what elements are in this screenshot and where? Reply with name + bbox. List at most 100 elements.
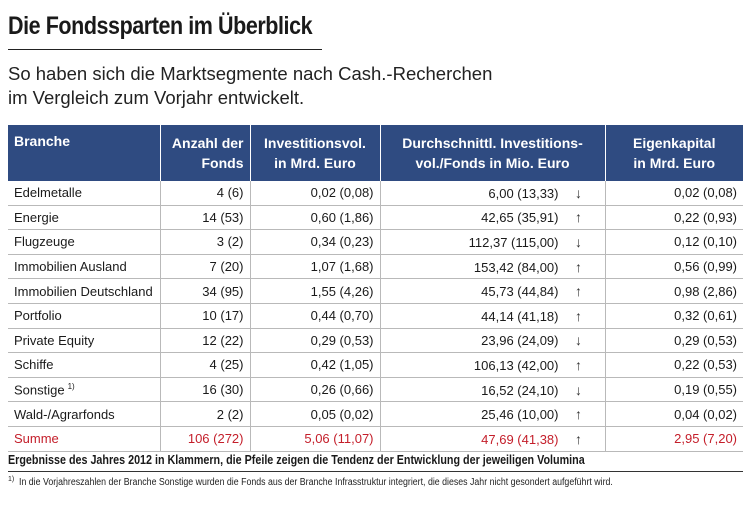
cell-eigenkapital-value: 0,98 (2,86) xyxy=(674,283,737,299)
cell-durchschnitt-value: 106,13 (42,00) xyxy=(473,357,559,373)
arrow-up-icon: ↑ xyxy=(575,283,582,300)
cell-eigenkapital-value: 0,56 (0,99) xyxy=(674,259,737,275)
cell-durchschnitt: 106,13 (42,00) ↑ xyxy=(379,352,605,378)
cell-investitionsvolumen: 0,29 (0,53) xyxy=(249,328,380,354)
cell-investitionsvolumen-value: 0,44 (0,70) xyxy=(310,308,374,324)
cell-durchschnitt: 42,65 (35,91) ↑ xyxy=(379,205,605,231)
table-row: Flugzeuge 3 (2) 0,34 (0,23) 112,37 (115,00)… xyxy=(8,229,743,255)
arrow-down-icon: ↓ xyxy=(575,332,582,349)
cell-anzahl: 14 (53) xyxy=(159,205,250,231)
cell-branche-value: Private Equity xyxy=(14,332,95,348)
subtitle-line-1: So haben sich die Marktsegmente nach Cas… xyxy=(8,63,493,84)
arrow-up-icon: ↑ xyxy=(575,430,582,447)
cell-investitionsvolumen: 5,06 (11,07) xyxy=(249,426,380,452)
cell-durchschnitt-value: 42,65 (35,91) xyxy=(481,210,559,226)
cell-eigenkapital: 0,22 (0,93) xyxy=(604,205,743,231)
cell-eigenkapital-value: 0,32 (0,61) xyxy=(674,308,737,324)
cell-branche-value: Immobilien Deutschland xyxy=(14,283,153,299)
cell-anzahl: 3 (2) xyxy=(159,229,250,255)
table-row: Immobilien Ausland 7 (20) 1,07 (1,68) 153,4… xyxy=(8,254,743,280)
cell-durchschnitt: 112,37 (115,00) ↓ xyxy=(379,229,605,255)
table-row: Energie 14 (53) 0,60 (1,86) 42,65 (35,91) ↑ 0… xyxy=(8,205,743,231)
cell-durchschnitt: 45,73 (44,84) ↑ xyxy=(379,278,605,304)
cell-investitionsvolumen: 0,60 (1,86) xyxy=(249,205,380,231)
subtitle-line-2: im Vergleich zum Vorjahr entwickelt. xyxy=(8,87,305,108)
title-underline xyxy=(8,49,322,50)
cell-investitionsvolumen-value: 0,02 (0,08) xyxy=(310,185,374,201)
header-eigenkapital: Eigenkapital in Mrd. Euro xyxy=(604,125,743,181)
cell-anzahl: 2 (2) xyxy=(159,401,250,427)
cell-anzahl-value: 2 (2) xyxy=(216,406,244,422)
cell-eigenkapital-value: 0,19 (0,55) xyxy=(674,382,737,398)
cell-investitionsvolumen: 0,34 (0,23) xyxy=(249,229,380,255)
cell-investitionsvolumen-value: 0,34 (0,23) xyxy=(310,234,374,250)
table-row-summe: Summe 106 (272) 5,06 (11,07) 47,69 (41,38) ↑… xyxy=(8,426,743,452)
cell-anzahl: 4 (25) xyxy=(159,352,250,378)
cell-anzahl: 10 (17) xyxy=(159,303,250,329)
footnote-ref: 1) xyxy=(67,381,75,391)
cell-investitionsvolumen: 0,05 (0,02) xyxy=(249,401,380,427)
fund-table: Branche Anzahl der Fonds Investitionsvol.… xyxy=(8,125,743,452)
cell-anzahl-value: 16 (30) xyxy=(202,382,244,398)
table-row: Wald-/Agrarfonds 2 (2) 0,05 (0,02) 25,46 (1… xyxy=(8,401,743,427)
cell-investitionsvolumen-value: 0,05 (0,02) xyxy=(310,406,374,422)
cell-eigenkapital: 0,56 (0,99) xyxy=(604,254,743,280)
arrow-down-icon: ↓ xyxy=(575,184,582,201)
cell-durchschnitt-value: 44,14 (41,18) xyxy=(481,308,559,324)
cell-durchschnitt: 44,14 (41,18) ↑ xyxy=(379,303,605,329)
cell-eigenkapital-value: 0,04 (0,02) xyxy=(674,406,737,422)
table-row: Immobilien Deutschland 34 (95) 1,55 (4,26)… xyxy=(8,278,743,304)
header-branche: Branche xyxy=(8,125,160,181)
cell-branche-value: Edelmetalle xyxy=(14,185,82,201)
table-body: Edelmetalle 4 (6) 0,02 (0,08) 6,00 (13,33) ↓… xyxy=(8,181,743,452)
arrow-up-icon: ↑ xyxy=(575,406,582,423)
cell-eigenkapital: 0,98 (2,86) xyxy=(604,278,743,304)
header-durchschnitt: Durchschnittl. Investitions-vol./Fonds i… xyxy=(379,125,605,181)
page-title: Die Fondssparten im Überblick xyxy=(8,12,313,40)
cell-durchschnitt: 25,46 (10,00) ↑ xyxy=(379,401,605,427)
cell-branche-value: Portfolio xyxy=(14,308,62,324)
cell-eigenkapital: 0,19 (0,55) xyxy=(604,377,743,403)
cell-investitionsvolumen: 1,55 (4,26) xyxy=(249,278,380,304)
footnote: 1) In die Vorjahreszahlen der Branche So… xyxy=(8,476,694,488)
header-anzahl: Anzahl der Fonds xyxy=(159,125,250,181)
cell-durchschnitt-value: 23,96 (24,09) xyxy=(481,333,559,349)
cell-eigenkapital: 0,32 (0,61) xyxy=(604,303,743,329)
cell-branche-value: Flugzeuge xyxy=(14,234,75,250)
cell-durchschnitt-value: 45,73 (44,84) xyxy=(481,284,559,300)
cell-investitionsvolumen-value: 0,26 (0,66) xyxy=(310,382,374,398)
arrow-up-icon: ↑ xyxy=(575,209,582,226)
cell-durchschnitt: 153,42 (84,00) ↑ xyxy=(379,254,605,280)
cell-anzahl-value: 10 (17) xyxy=(202,308,244,324)
arrow-down-icon: ↓ xyxy=(575,233,582,250)
cell-investitionsvolumen-value: 0,60 (1,86) xyxy=(310,209,374,225)
cell-branche-value: Schiffe xyxy=(14,357,54,373)
cell-investitionsvolumen: 0,26 (0,66) xyxy=(249,377,380,403)
cell-durchschnitt: 16,52 (24,10) ↓ xyxy=(379,377,605,403)
arrow-down-icon: ↓ xyxy=(575,381,582,398)
table-row: Schiffe 4 (25) 0,42 (1,05) 106,13 (42,00) ↑ 0… xyxy=(8,352,743,378)
cell-anzahl: 16 (30) xyxy=(159,377,250,403)
cell-eigenkapital: 0,04 (0,02) xyxy=(604,401,743,427)
cell-anzahl-value: 3 (2) xyxy=(216,234,244,250)
cell-anzahl: 7 (20) xyxy=(159,254,250,280)
cell-durchschnitt-value: 47,69 (41,38) xyxy=(481,431,559,447)
cell-branche-value: Wald-/Agrarfonds xyxy=(14,406,115,422)
cell-investitionsvolumen-value: 5,06 (11,07) xyxy=(304,431,374,447)
cell-investitionsvolumen: 0,44 (0,70) xyxy=(249,303,380,329)
fund-table-container: Branche Anzahl der Fonds Investitionsvol.… xyxy=(8,125,743,452)
arrow-up-icon: ↑ xyxy=(575,307,582,324)
cell-branche: Energie xyxy=(8,205,160,231)
cell-eigenkapital: 0,29 (0,53) xyxy=(604,328,743,354)
cell-anzahl-value: 34 (95) xyxy=(202,283,244,299)
table-note: Ergebnisse des Jahres 2012 in Klammern, … xyxy=(8,449,743,472)
cell-durchschnitt: 23,96 (24,09) ↓ xyxy=(379,328,605,354)
cell-anzahl-value: 4 (25) xyxy=(209,357,244,373)
cell-eigenkapital: 0,12 (0,10) xyxy=(604,229,743,255)
cell-anzahl: 34 (95) xyxy=(159,278,250,304)
cell-investitionsvolumen: 0,42 (1,05) xyxy=(249,352,380,378)
cell-anzahl: 106 (272) xyxy=(159,426,250,452)
cell-branche-value: Sonstige xyxy=(14,382,65,398)
table-header-row: Branche Anzahl der Fonds Investitionsvol.… xyxy=(8,125,743,181)
cell-durchschnitt-value: 25,46 (10,00) xyxy=(481,407,559,423)
